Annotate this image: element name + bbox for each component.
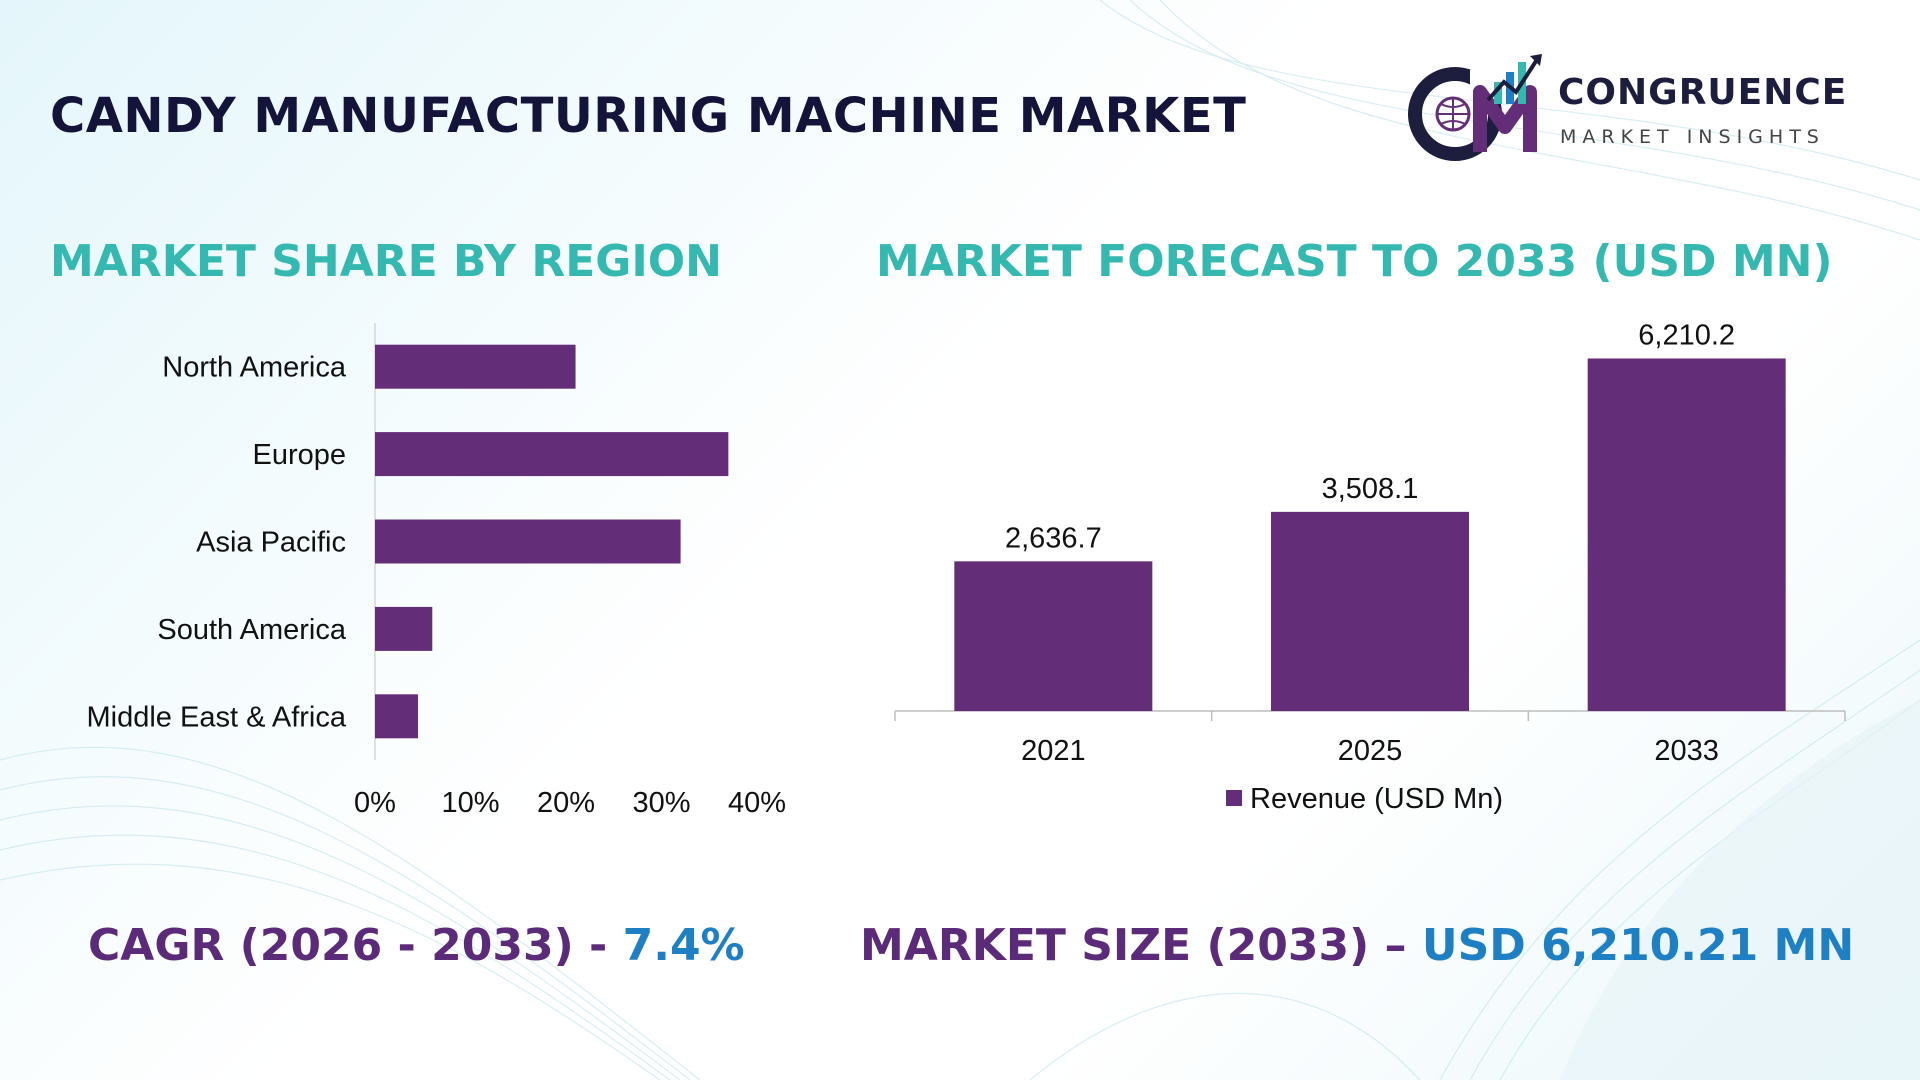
brand-logo: CONGRUENCE MARKET INSIGHTS <box>1400 52 1870 162</box>
year-label: 2033 <box>1654 735 1719 767</box>
year-label: 2021 <box>1021 735 1086 767</box>
x-tick-label: 30% <box>632 787 690 819</box>
x-tick-label: 0% <box>354 787 396 819</box>
market-size-label: MARKET SIZE (2033) – <box>860 920 1422 971</box>
region-label: Middle East & Africa <box>87 701 347 733</box>
x-tick-label: 40% <box>728 787 786 819</box>
region-label: Europe <box>252 439 346 471</box>
cagr-value: 7.4% <box>622 920 745 971</box>
region-bar <box>375 519 681 564</box>
x-tick-label: 10% <box>441 787 499 819</box>
data-label: 3,508.1 <box>1322 473 1419 505</box>
market-size-summary: MARKET SIZE (2033) – USD 6,210.21 MN <box>860 920 1854 971</box>
logo-name: CONGRUENCE <box>1558 72 1848 113</box>
revenue-bar <box>1271 511 1469 711</box>
region-label: Asia Pacific <box>196 527 346 559</box>
region-share-chart: North America Europe Asia Pacific South Ame… <box>87 323 786 819</box>
revenue-bar <box>1587 358 1786 711</box>
cagr-label: CAGR (2026 - 2033) - <box>88 920 623 971</box>
region-label: South America <box>157 614 346 646</box>
forecast-title: MARKET FORECAST TO 2033 (USD MN) <box>876 236 1833 287</box>
legend-label: Revenue (USD Mn) <box>1250 783 1503 815</box>
market-size-value: USD 6,210.21 MN <box>1421 920 1855 971</box>
region-bar <box>375 606 433 651</box>
cagr-summary: CAGR (2026 - 2033) - 7.4% <box>88 920 745 971</box>
region-bar <box>375 432 729 477</box>
region-share-title: MARKET SHARE BY REGION <box>50 236 722 287</box>
year-label: 2025 <box>1338 735 1403 767</box>
legend: Revenue (USD Mn) <box>1226 783 1503 815</box>
data-label: 6,210.2 <box>1638 319 1735 351</box>
x-tick-label: 20% <box>537 787 595 819</box>
logo-tagline: MARKET INSIGHTS <box>1560 126 1825 148</box>
legend-swatch <box>1226 790 1242 806</box>
page-title: CANDY MANUFACTURING MACHINE MARKET <box>50 88 1247 144</box>
region-label: North America <box>162 352 347 384</box>
revenue-bar <box>954 561 1153 711</box>
region-bar <box>375 344 576 389</box>
region-bar <box>375 694 418 739</box>
data-label: 2,636.7 <box>1005 522 1102 554</box>
logo-mark-icon <box>1408 54 1542 161</box>
forecast-chart: 2,636.7 2021 3,508.1 2025 6,210.2 2033 Revenue… <box>894 319 1846 815</box>
